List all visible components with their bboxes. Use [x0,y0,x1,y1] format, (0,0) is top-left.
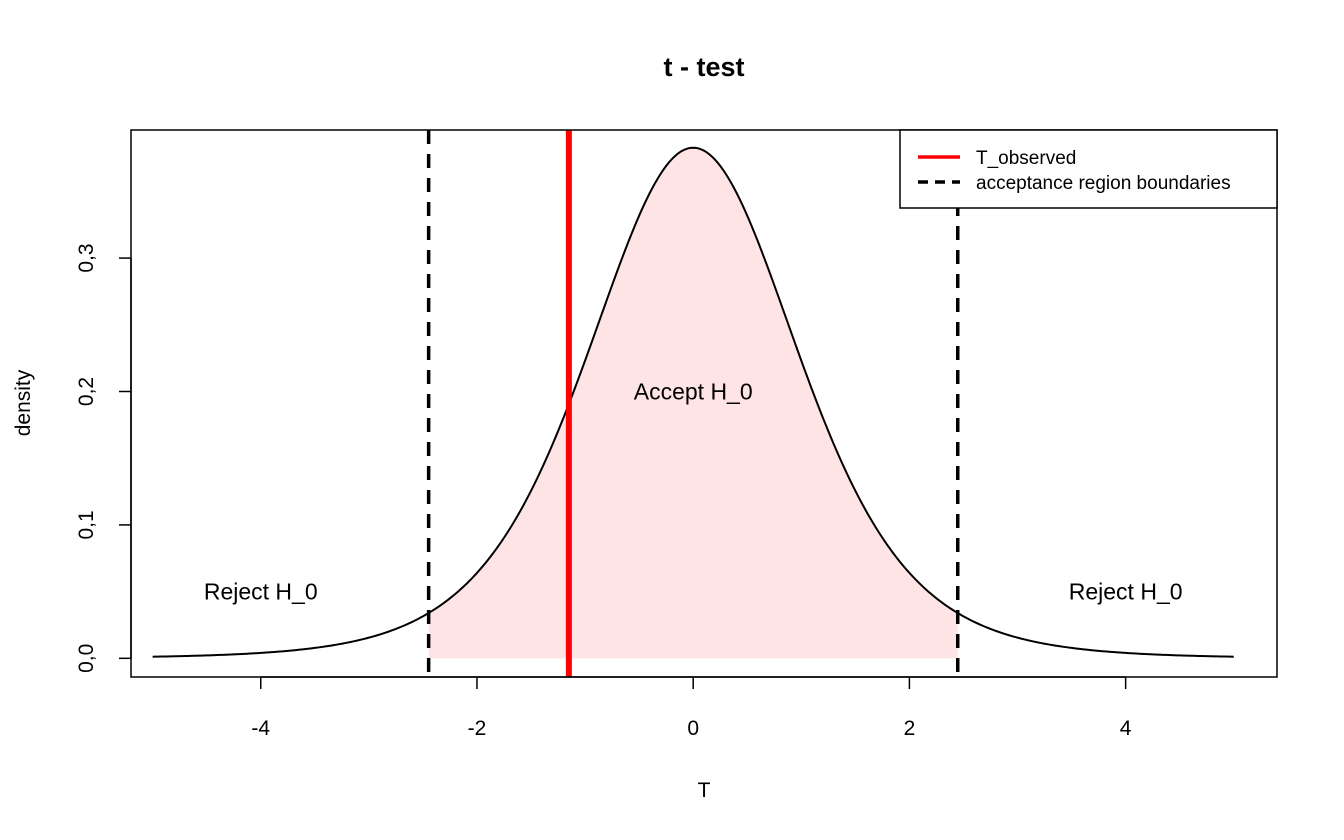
y-tick-label-0: 0,0 [75,644,98,673]
density-curve [152,146,1234,658]
x-tick-label-3: 2 [904,717,916,740]
x-tick-label-0: -4 [251,717,270,740]
annotation-0: Reject H_0 [204,579,318,605]
legend-box [899,129,1278,209]
plot-area: Reject H_0 Accept H_0 Reject H_0 [152,130,1234,677]
y-tick-label-1: 0,1 [75,510,98,539]
x-tick-label-2: 0 [687,717,699,740]
x-tick-label-1: -2 [468,717,487,740]
y-axis: 0,0 0,1 0,2 0,3 [75,243,132,673]
chart-title: t - test [664,52,745,82]
y-tick-label-2: 0,2 [75,377,98,406]
x-axis-label: T [698,779,711,802]
annotation-2: Reject H_0 [1069,579,1183,605]
x-tick-label-4: 4 [1120,717,1132,740]
annotation-1: Accept H_0 [634,378,753,404]
y-axis-label: density [12,369,35,436]
legend-label-1: acceptance region boundaries [976,173,1231,194]
acceptance-region-fill [428,147,958,659]
legend-label-0: T_observed [976,148,1076,169]
x-axis: -4 -2 0 2 4 [251,676,1132,740]
y-tick-label-3: 0,3 [75,243,98,272]
legend: T_observed acceptance region boundaries [899,129,1278,209]
